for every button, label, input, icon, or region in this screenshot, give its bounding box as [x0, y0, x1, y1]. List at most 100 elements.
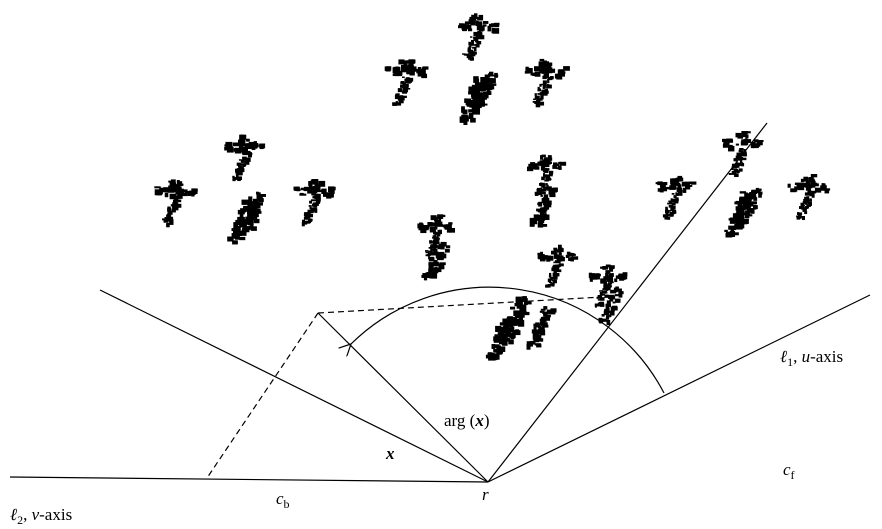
fractal-dot: [541, 63, 545, 69]
fractal-dot: [544, 180, 548, 181]
fractal-dot: [193, 189, 198, 191]
line-l2: [10, 477, 488, 482]
fractal-dot: [437, 214, 443, 219]
fractal-dot: [472, 85, 479, 89]
fractal-dot: [558, 162, 561, 165]
fractal-dot: [242, 200, 250, 205]
fractal-dot: [679, 190, 682, 193]
fractal-dot: [481, 92, 485, 95]
fractal-dot: [253, 199, 258, 203]
fractal-dot: [167, 209, 171, 211]
fractal-dot: [559, 260, 562, 262]
fractal-dot: [495, 344, 500, 348]
fractal-dot: [745, 138, 748, 143]
fractal-dot: [612, 307, 616, 310]
fractal-dot: [744, 154, 747, 157]
fractal-dot: [536, 103, 541, 107]
fractal-dot: [610, 296, 615, 299]
fractal-dot: [477, 94, 480, 97]
label-l1: ℓ1, u-axis: [780, 347, 843, 369]
fractal-dot: [493, 336, 499, 341]
label-cf: cf: [783, 460, 795, 482]
fractal-dot: [494, 73, 498, 78]
fractal-dot: [613, 302, 616, 304]
fractal-dot: [493, 28, 500, 34]
fractal-dot: [682, 182, 688, 187]
fractal-dot: [171, 196, 173, 198]
fractal-dot: [490, 83, 493, 85]
fractal-dot: [401, 68, 406, 73]
fractal-dot: [739, 150, 741, 152]
fractal-dot: [685, 186, 690, 189]
fractal-dot: [540, 183, 542, 187]
fractal-dot: [483, 21, 488, 24]
fractal-dot: [303, 223, 308, 225]
fractal-dot: [502, 339, 506, 345]
fractal-dot: [259, 144, 263, 146]
fractal-dot: [474, 13, 477, 19]
fractal-dot: [666, 187, 672, 189]
fractal-dot: [400, 86, 403, 88]
fractal-dot: [805, 201, 807, 205]
fractal-dot: [543, 88, 545, 90]
fractal-dot: [488, 26, 492, 32]
fractal-dot: [736, 165, 739, 166]
fractal-dot: [623, 272, 628, 276]
fractal-dot: [239, 169, 243, 171]
fractal-dot: [808, 178, 812, 181]
fractal-dot: [538, 338, 544, 341]
subscript: b: [284, 497, 290, 511]
fractal-dot: [440, 252, 445, 257]
fractal-dot: [803, 177, 808, 182]
fractal-dot: [392, 102, 397, 106]
fractal-dot: [462, 53, 465, 55]
fractal-dot: [247, 139, 250, 141]
fractal-dot: [478, 36, 482, 39]
fractal-dot: [538, 254, 544, 259]
fractal-dot: [554, 270, 557, 273]
fractal-dot: [542, 155, 546, 157]
fractal-dot: [461, 106, 465, 113]
fractal-dot: [248, 210, 251, 212]
fractal-dot: [475, 79, 479, 85]
fractal-dot: [168, 218, 171, 220]
fractal-dot: [604, 285, 607, 288]
fractal-dot: [254, 219, 260, 223]
fractal-dot: [530, 223, 535, 227]
fractal-dot: [541, 177, 545, 181]
fractal-dot: [431, 215, 437, 220]
fractal-dot: [314, 209, 317, 213]
fractal-dot: [185, 191, 191, 193]
fractal-dot: [434, 241, 439, 244]
fractal-dot: [602, 314, 605, 317]
fractal-dot: [551, 308, 557, 312]
fractal-dot: [549, 193, 555, 197]
fractal-dot: [414, 66, 417, 71]
fractal-dot: [168, 181, 172, 183]
fractal-dot: [428, 251, 430, 253]
fractal-dot: [479, 15, 483, 21]
fractal-dot: [317, 198, 321, 201]
fractal-dot: [471, 40, 474, 42]
fractal-dot: [243, 152, 246, 155]
fractal-dot: [548, 284, 551, 288]
fractal-dot: [416, 69, 420, 74]
fractal-dot: [808, 190, 811, 194]
fractal-dot: [541, 207, 546, 209]
fractal-dot: [174, 196, 179, 199]
fractal-dot: [428, 254, 430, 257]
fractal-dot: [548, 178, 551, 180]
fractal-dot: [812, 191, 816, 194]
fractal-dot: [590, 278, 593, 282]
subscript: f: [791, 468, 795, 482]
fractal-clusters: [154, 13, 830, 360]
fractal-dot: [241, 160, 245, 163]
fractal-dot: [248, 213, 252, 217]
fractal-dot: [400, 98, 403, 100]
fractal-dot: [571, 253, 575, 256]
fractal-dot: [555, 260, 557, 263]
fractal-dot: [494, 349, 498, 352]
fractal-dot: [736, 208, 740, 213]
fractal-dot: [433, 251, 437, 255]
separator: ,: [23, 505, 32, 524]
